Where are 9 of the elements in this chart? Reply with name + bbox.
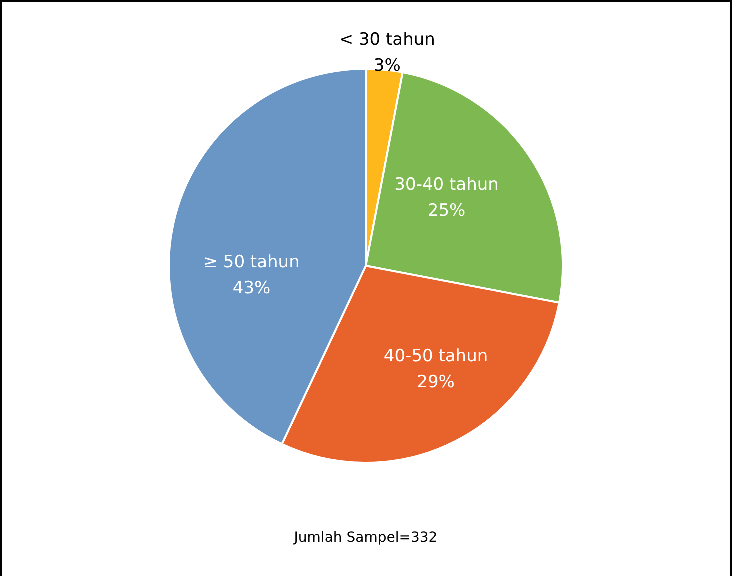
slice-label: 40-50 tahun [384,346,488,366]
text: Jumlah Sampel=332 [292,530,439,546]
data-label: 25% [428,201,466,222]
slice-label: 30-40 tahun [394,175,499,196]
data-label: 43% [232,278,271,298]
slice-label: ≥ 50 tahun [204,252,300,272]
slice-label: < 30 tahun [339,30,436,50]
data-label: 29% [417,372,455,392]
data-label: 3% [374,56,401,76]
